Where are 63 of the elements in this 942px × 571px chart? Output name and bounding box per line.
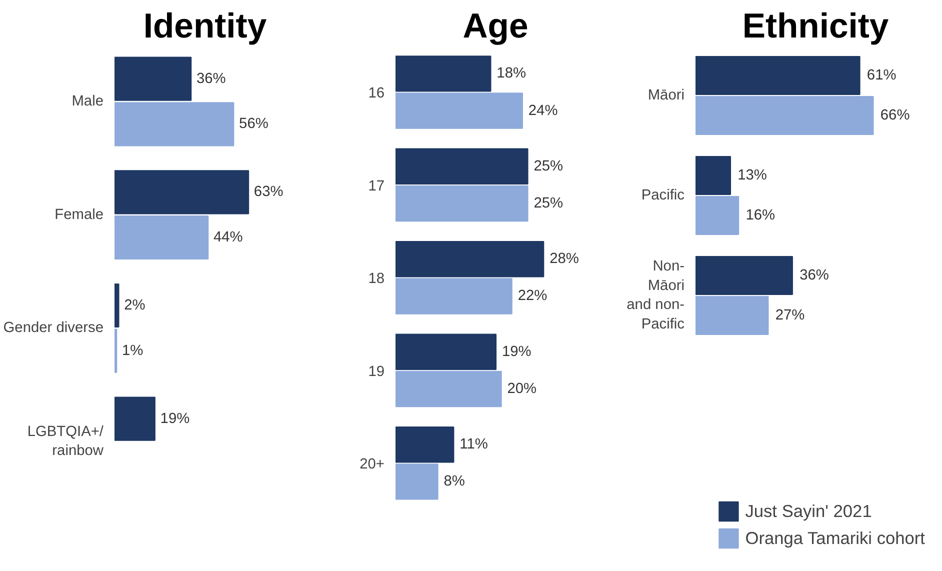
data-label: 1% bbox=[122, 342, 144, 359]
y-tick-label: 17 bbox=[368, 178, 385, 194]
bar bbox=[114, 170, 250, 214]
bar bbox=[696, 156, 732, 195]
data-label: 56% bbox=[239, 116, 268, 132]
data-label: 20% bbox=[507, 380, 537, 397]
bar bbox=[396, 92, 523, 129]
data-label: 66% bbox=[880, 108, 910, 124]
bar bbox=[696, 56, 860, 95]
bar bbox=[396, 241, 544, 278]
y-tick-label: 16 bbox=[368, 86, 385, 102]
bar bbox=[396, 278, 512, 314]
y-tick-label: Female bbox=[54, 206, 104, 223]
data-label: 19% bbox=[160, 410, 190, 427]
data-label: 28% bbox=[550, 251, 579, 268]
bar bbox=[396, 148, 528, 185]
bar bbox=[114, 56, 192, 101]
data-label: 27% bbox=[775, 308, 805, 324]
bar bbox=[696, 296, 769, 335]
data-label: 13% bbox=[738, 168, 767, 184]
y-tick-label: 18 bbox=[368, 271, 385, 288]
chart-title: Identity bbox=[143, 8, 268, 46]
bar bbox=[114, 396, 156, 441]
data-label: 2% bbox=[124, 298, 146, 314]
bar bbox=[114, 283, 120, 328]
y-tick-label: Pacific bbox=[641, 188, 685, 204]
y-tick-label: Male bbox=[72, 94, 104, 110]
y-tick-label: Non- Māori and non- Pacific bbox=[626, 258, 685, 332]
bar bbox=[114, 328, 118, 373]
legend-label: Just Sayin' 2021 bbox=[745, 500, 872, 522]
bar bbox=[696, 196, 740, 235]
data-label: 36% bbox=[800, 268, 829, 284]
data-label: 19% bbox=[502, 344, 532, 360]
y-tick-label: 19 bbox=[368, 364, 385, 380]
data-label: 18% bbox=[496, 66, 526, 82]
data-label: 8% bbox=[444, 474, 465, 490]
chart-title: Ethnicity bbox=[742, 8, 890, 46]
data-label: 61% bbox=[866, 68, 896, 84]
data-label: 22% bbox=[518, 288, 548, 304]
bar bbox=[396, 370, 502, 408]
chart-title: Age bbox=[462, 8, 528, 46]
y-tick-label: Māori bbox=[648, 88, 685, 104]
bar bbox=[696, 256, 793, 295]
data-label: 24% bbox=[528, 102, 558, 119]
bar bbox=[396, 426, 454, 463]
bar bbox=[396, 334, 497, 370]
data-label: 25% bbox=[534, 196, 564, 212]
data-label: 44% bbox=[214, 230, 243, 246]
bar bbox=[396, 464, 438, 500]
bar bbox=[396, 56, 492, 92]
bar bbox=[114, 215, 209, 260]
y-tick-label: 20+ bbox=[360, 456, 385, 473]
bar bbox=[696, 96, 874, 135]
y-tick-label: Gender diverse bbox=[3, 320, 104, 336]
data-label: 25% bbox=[534, 158, 564, 174]
data-label: 11% bbox=[460, 436, 488, 453]
bar bbox=[114, 102, 234, 146]
y-tick-label: LGBTQIA+/ rainbow bbox=[27, 424, 104, 460]
data-label: 63% bbox=[254, 184, 284, 200]
data-label: 16% bbox=[746, 208, 776, 224]
legend-label: Oranga Tamariki cohort bbox=[745, 528, 925, 548]
data-label: 36% bbox=[196, 70, 226, 87]
bar bbox=[396, 185, 528, 222]
